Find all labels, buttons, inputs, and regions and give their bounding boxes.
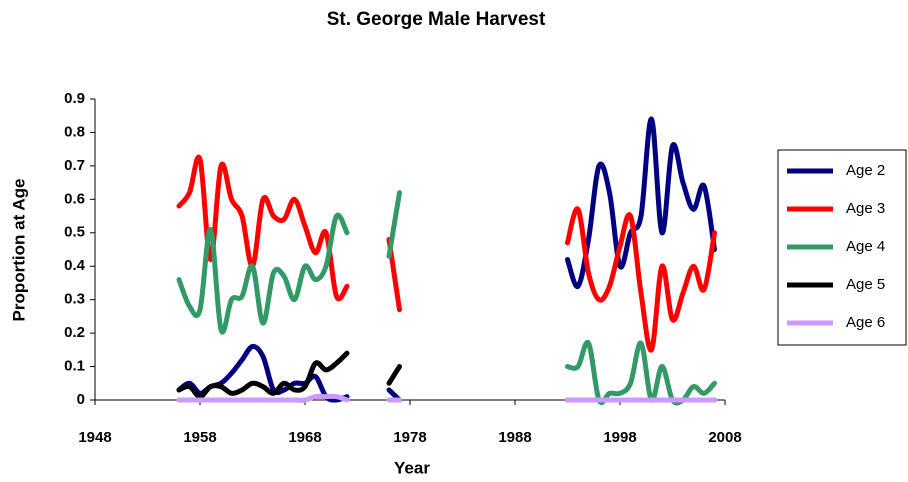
y-tick-label: 0.4 bbox=[64, 257, 86, 274]
legend-label: Age 6 bbox=[846, 314, 885, 331]
x-tick-label: 1998 bbox=[603, 429, 636, 446]
y-tick-label: 0.3 bbox=[64, 291, 85, 308]
x-tick-label: 1958 bbox=[183, 429, 216, 446]
chart-title: St. George Male Harvest bbox=[327, 9, 546, 30]
legend-label: Age 2 bbox=[846, 162, 885, 179]
legend-label: Age 3 bbox=[846, 200, 885, 217]
series-line bbox=[176, 190, 717, 406]
legend-label: Age 4 bbox=[846, 238, 885, 255]
y-tick-label: 0.2 bbox=[64, 324, 85, 341]
x-tick-label: 1948 bbox=[78, 429, 111, 446]
y-tick-label: 0.6 bbox=[64, 190, 85, 207]
series-line bbox=[176, 154, 717, 353]
series-line bbox=[176, 393, 717, 403]
y-tick-label: 0.7 bbox=[64, 157, 85, 174]
legend-label: Age 5 bbox=[846, 276, 885, 293]
x-tick-label: 2008 bbox=[708, 429, 741, 446]
x-tick-label: 1988 bbox=[498, 429, 531, 446]
y-tick-label: 0 bbox=[77, 391, 85, 408]
y-axis-title: Proportion at Age bbox=[9, 179, 28, 322]
y-tick-label: 0.9 bbox=[64, 90, 85, 107]
x-tick-label: 1968 bbox=[288, 429, 321, 446]
y-tick-label: 0.8 bbox=[64, 123, 85, 140]
x-tick-label: 1978 bbox=[393, 429, 426, 446]
x-axis-title: Year bbox=[394, 458, 430, 477]
y-tick-label: 0.1 bbox=[64, 358, 85, 375]
y-tick-label: 0.5 bbox=[64, 224, 85, 241]
